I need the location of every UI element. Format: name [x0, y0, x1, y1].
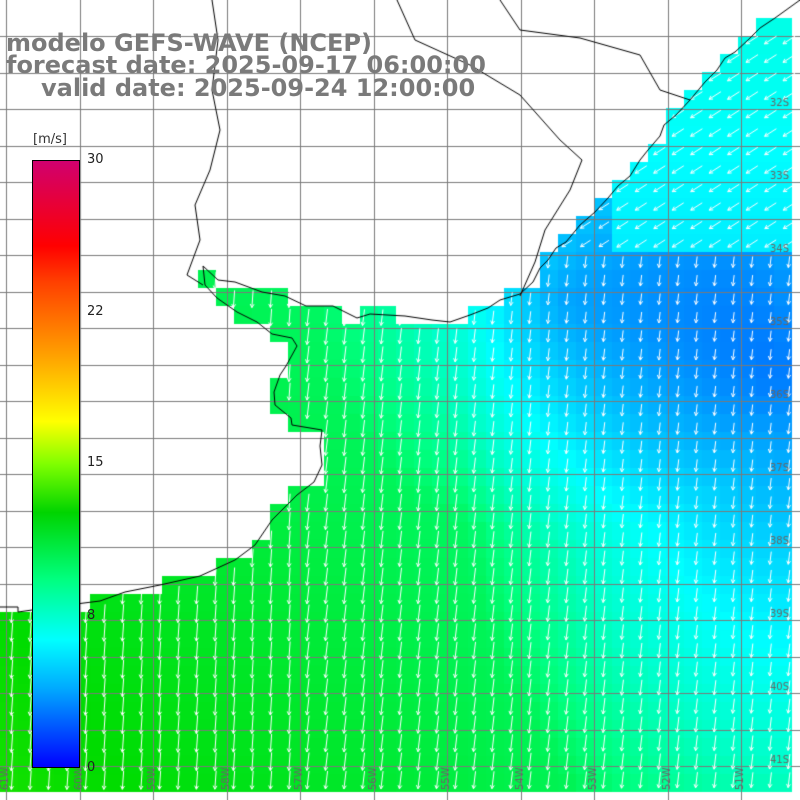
colorbar-tick-15: 15: [87, 455, 104, 470]
colorbar-units: [m/s]: [33, 132, 67, 147]
colorbar: [32, 160, 80, 768]
colorbar-tick-8: 8: [87, 608, 96, 623]
model-title: modelo GEFS-WAVE (NCEP): [6, 29, 372, 57]
colorbar-tick-30: 30: [87, 152, 104, 167]
valid-date: valid date: 2025-09-24 12:00:00: [41, 74, 476, 102]
colorbar-tick-22: 22: [87, 304, 104, 319]
forecast-date: forecast date: 2025-09-17 06:00:00: [6, 51, 486, 79]
colorbar-tick-0: 0: [87, 760, 96, 775]
